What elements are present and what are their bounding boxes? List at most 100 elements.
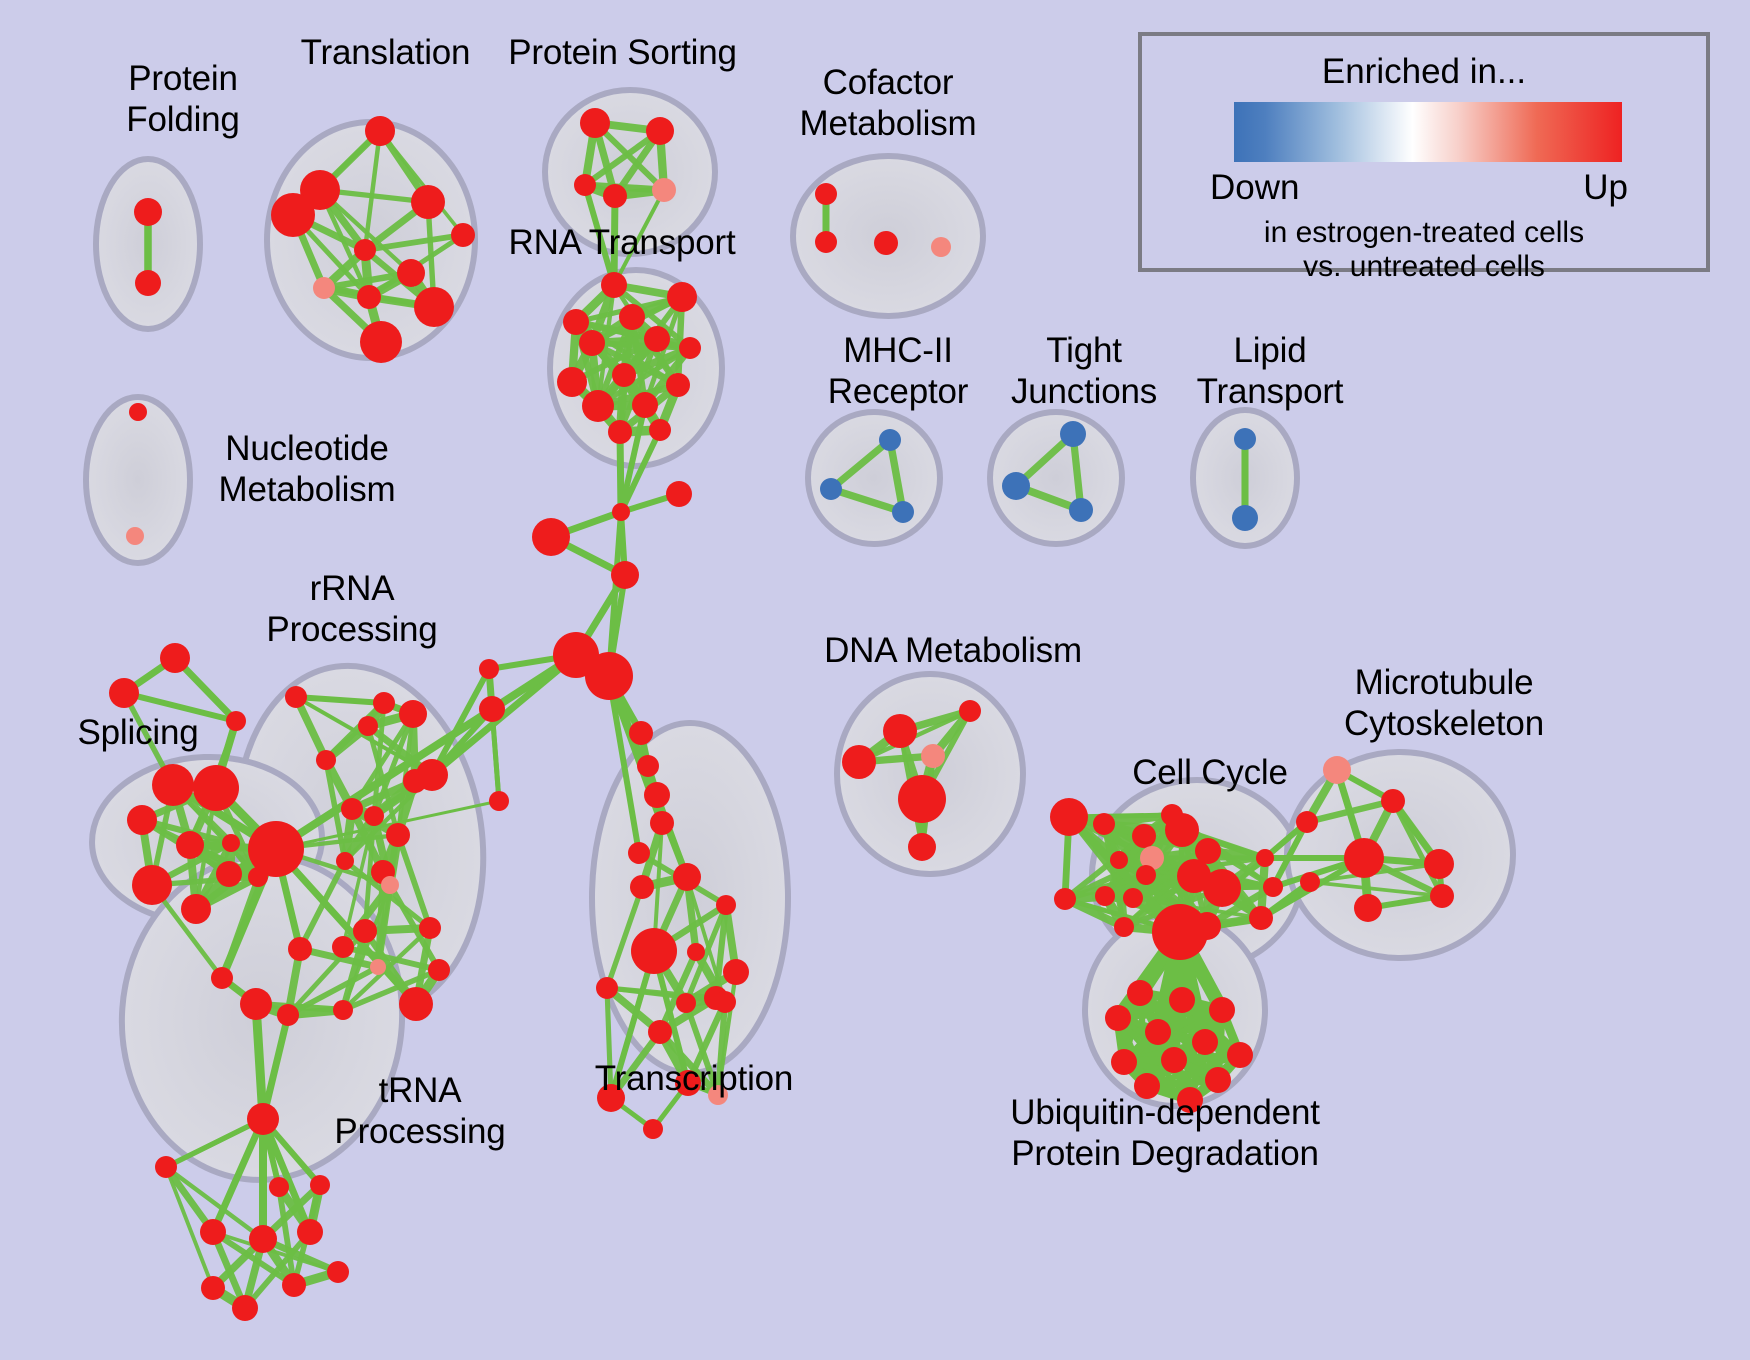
network-node xyxy=(1323,756,1351,784)
network-node xyxy=(582,390,614,422)
network-edge xyxy=(317,187,414,276)
network-edge xyxy=(610,192,619,289)
network-node xyxy=(232,1295,258,1321)
cluster-label-mhc-ii-receptor: MHC-II Receptor xyxy=(827,331,969,411)
network-node xyxy=(1232,505,1258,531)
network-edge xyxy=(242,1229,313,1311)
network-node xyxy=(603,184,627,208)
network-node xyxy=(596,977,618,999)
network-node xyxy=(451,223,475,247)
network-edge xyxy=(162,1163,217,1236)
network-node xyxy=(1263,877,1283,897)
network-node xyxy=(129,403,147,421)
network-node xyxy=(1296,811,1318,833)
network-node xyxy=(160,643,190,673)
network-node xyxy=(285,686,307,708)
network-edge xyxy=(618,427,663,515)
network-node xyxy=(667,282,697,312)
network-node xyxy=(608,420,632,444)
network-node xyxy=(631,928,677,974)
network-node xyxy=(611,561,639,589)
network-node xyxy=(532,518,570,556)
network-edge xyxy=(618,402,648,515)
network-edge xyxy=(604,985,614,1101)
network-node xyxy=(652,178,676,202)
cluster-label-ubiquitin-protein-degradation: Ubiquitin-dependent Protein Degradation xyxy=(1010,1093,1320,1173)
network-node xyxy=(629,721,653,745)
network-node xyxy=(1256,849,1274,867)
cluster-label-protein-sorting: Protein Sorting xyxy=(508,33,737,72)
network-node xyxy=(632,392,658,418)
network-node xyxy=(1249,906,1273,930)
network-node xyxy=(1424,849,1454,879)
network-edge xyxy=(612,188,666,287)
network-edge xyxy=(274,799,501,851)
network-node xyxy=(676,993,696,1013)
network-edge xyxy=(209,1115,267,1236)
network-node xyxy=(650,811,674,835)
cluster-label-lipid-transport: Lipid Transport xyxy=(1196,331,1344,411)
network-node xyxy=(201,1276,225,1300)
network-node xyxy=(193,765,239,811)
network-node xyxy=(921,744,945,768)
network-edge xyxy=(371,711,416,819)
network-edge xyxy=(259,1011,292,1123)
network-node xyxy=(612,503,630,521)
legend-up-label: Up xyxy=(1583,168,1628,207)
network-node xyxy=(428,959,450,981)
network-node xyxy=(373,692,395,714)
network-node xyxy=(200,1219,226,1245)
network-edge xyxy=(827,436,894,493)
network-node xyxy=(820,478,842,500)
legend-color-bar xyxy=(1234,102,1622,162)
network-node xyxy=(332,936,354,958)
legend-subtitle-line1: in estrogen-treated cells xyxy=(1263,216,1585,249)
network-node xyxy=(316,750,336,770)
cluster-label-nucleotide-metabolism: Nucleotide Metabolism xyxy=(218,429,396,509)
network-node xyxy=(1300,872,1320,892)
network-node xyxy=(109,678,139,708)
network-edge xyxy=(581,127,664,189)
network-node xyxy=(644,326,670,352)
cluster-label-protein-folding: Protein Folding xyxy=(126,59,240,139)
network-node xyxy=(365,116,395,146)
network-node xyxy=(216,861,242,887)
network-edge xyxy=(259,1115,314,1236)
network-node xyxy=(1050,798,1088,836)
network-node xyxy=(673,863,701,891)
network-edge xyxy=(429,666,492,778)
network-node xyxy=(708,1085,728,1105)
network-node xyxy=(211,967,233,989)
network-node xyxy=(357,285,381,309)
network-node xyxy=(679,337,701,359)
network-node xyxy=(381,876,399,894)
network-edge xyxy=(163,1116,266,1170)
network-node xyxy=(240,988,272,1020)
cluster-label-cell-cycle: Cell Cycle xyxy=(1132,753,1288,792)
network-node xyxy=(416,759,448,791)
network-node xyxy=(842,745,876,779)
network-edge xyxy=(272,651,580,853)
network-node xyxy=(931,237,951,257)
network-node xyxy=(879,429,901,451)
network-node xyxy=(898,775,946,823)
network-node xyxy=(310,1175,330,1195)
legend-down-label: Down xyxy=(1210,168,1300,207)
network-edge xyxy=(378,129,465,237)
network-node xyxy=(619,304,645,330)
network-node xyxy=(666,373,690,397)
network-node xyxy=(1227,1042,1253,1068)
network-edge xyxy=(642,294,685,408)
network-node xyxy=(155,1156,177,1178)
network-edge xyxy=(595,345,693,409)
cluster-label-splicing: Splicing xyxy=(77,713,199,752)
network-node xyxy=(1054,888,1076,910)
network-node xyxy=(360,321,402,363)
network-node xyxy=(327,1261,349,1283)
network-node xyxy=(628,842,650,864)
network-node xyxy=(1114,917,1134,937)
network-node xyxy=(1209,997,1235,1023)
network-edge xyxy=(604,884,645,991)
network-node xyxy=(644,782,670,808)
